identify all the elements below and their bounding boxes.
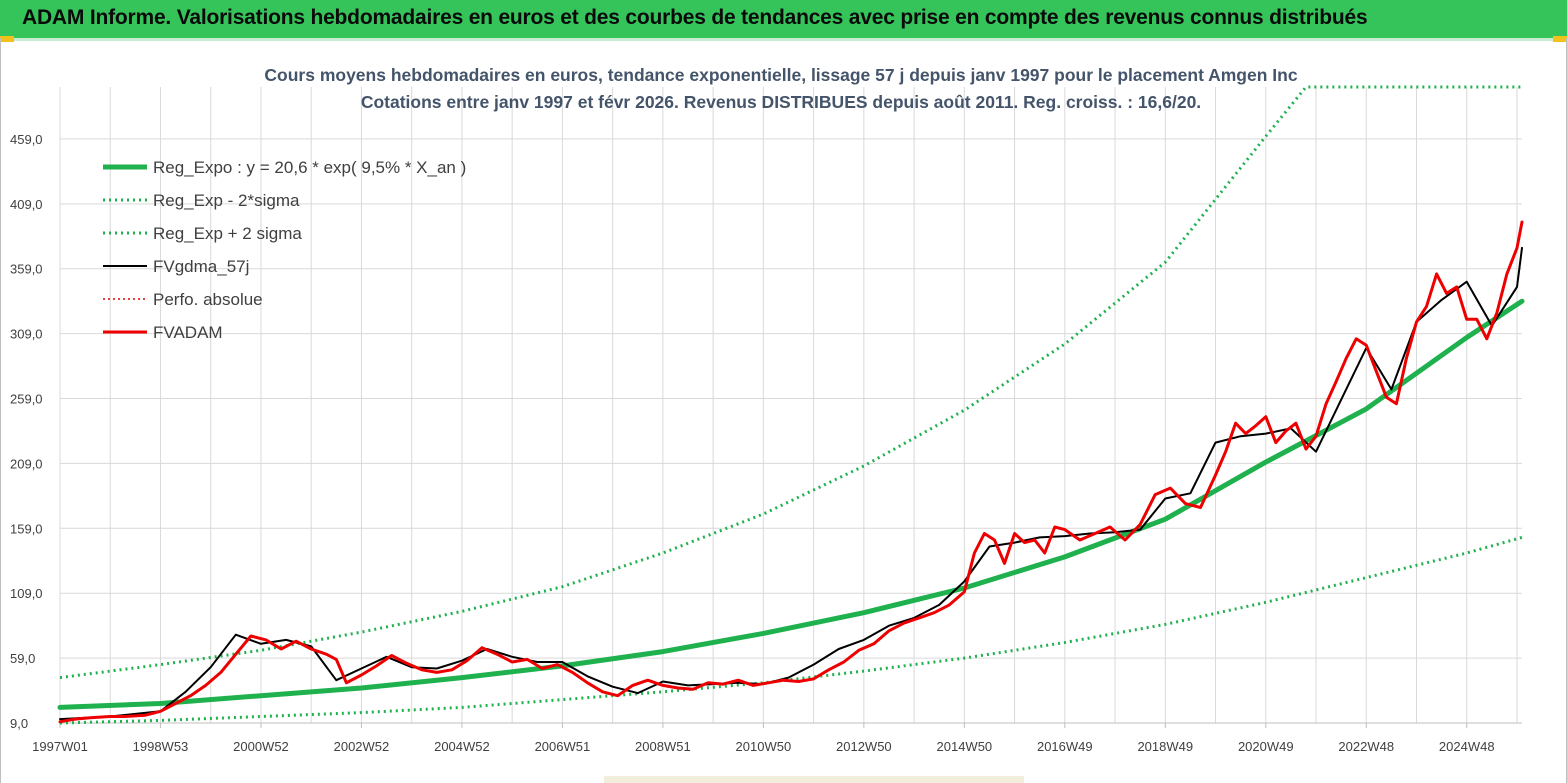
x-tick-label: 2006W51 [535,739,591,754]
banner-underline [14,38,1553,41]
gridlines [59,87,1522,724]
x-tick-label: 1998W53 [133,739,189,754]
x-tick-label: 2014W50 [937,739,993,754]
y-tick-label: 359,0 [10,262,43,277]
x-tick-label: 2012W50 [836,739,892,754]
chart-title: Cours moyens hebdomadaires en euros, ten… [264,65,1297,85]
y-tick-label: 59,0 [10,651,35,666]
series-line-reg-exp-2-sigma [59,85,1522,680]
series-layer [57,85,1525,725]
y-tick-label: 109,0 [10,586,43,601]
x-axis-ticks: 1997W01 1998W53 2000W52 2002W52 2004W52 2006W… [32,723,1495,754]
bottom-strip [604,776,1024,783]
y-tick-label: 409,0 [10,197,43,212]
series-line-fvadam [58,220,1524,724]
x-tick-label: 2010W50 [736,739,792,754]
x-tick-label: 2008W51 [635,739,691,754]
x-tick-label: 2002W52 [334,739,390,754]
y-tick-label: 209,0 [10,456,43,471]
legend: Reg_Expo : y = 20,6 * exp( 9,5% * X_an )… [103,158,466,342]
y-tick-label: 309,0 [10,327,43,342]
legend-label-reg-exp-2-sigma: Reg_Exp - 2*sigma [153,191,300,210]
header-banner: ADAM Informe. Valorisations hebdomadaire… [0,0,1567,38]
report-title: ADAM Informe. Valorisations hebdomadaire… [22,6,1368,29]
x-tick-label: 2000W52 [233,739,289,754]
y-tick-label: 9,0 [10,716,28,731]
x-tick-label: 1997W01 [32,739,88,754]
x-tick-label: 2020W49 [1238,739,1294,754]
x-tick-label: 2004W52 [434,739,490,754]
legend-label-reg-exp-2-sigma: Reg_Exp + 2 sigma [153,224,302,243]
y-tick-label: 259,0 [10,392,43,407]
banner-corner-right [1553,36,1567,42]
x-tick-label: 2024W48 [1439,739,1495,754]
legend-label-fvadam: FVADAM [153,323,223,342]
chart-subtitle: Cotations entre janv 1997 et févr 2026. … [361,92,1201,112]
legend-label-perfo-absolue: Perfo. absolue [153,290,263,309]
y-tick-label: 459,0 [10,132,43,147]
banner-corner-left [0,36,14,42]
x-tick-label: 2022W48 [1338,739,1394,754]
x-tick-label: 2018W49 [1137,739,1193,754]
legend-label-fvgdma-57j: FVgdma_57j [153,257,249,276]
y-axis-ticks: 9,0 59,0 109,0 159,0 209,0 259,0 309,0 359,0 409… [10,132,43,731]
legend-label-reg-expo-y-20-6-exp-9-5-x-an: Reg_Expo : y = 20,6 * exp( 9,5% * X_an ) [153,158,466,177]
y-tick-label: 159,0 [10,521,43,536]
x-tick-label: 2016W49 [1037,739,1093,754]
